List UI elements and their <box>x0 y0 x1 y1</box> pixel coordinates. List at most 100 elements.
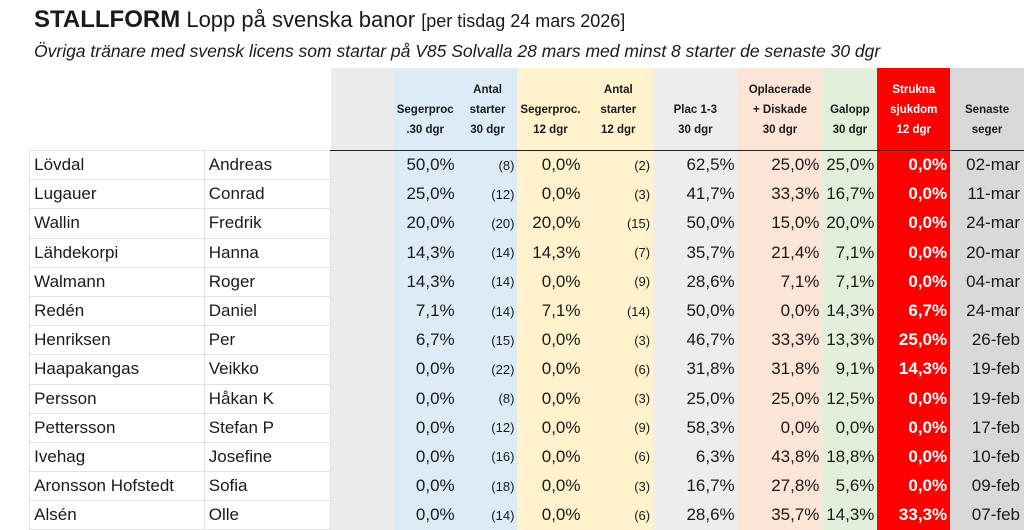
cell-win-pct-30: 14,3% <box>392 238 458 268</box>
trainer-firstname: Håkan K <box>203 383 332 414</box>
cell-win-pct-30: 20,0% <box>392 208 458 239</box>
cell-starts-30: (8) <box>457 384 518 414</box>
cell-scratched-12: 33,3% <box>877 500 951 530</box>
cell-placed-30: 62,5% <box>653 150 738 180</box>
cell-starts-12: (2) <box>583 150 654 180</box>
cell-scratched-12: 14,3% <box>877 354 951 384</box>
row-edge <box>0 267 31 297</box>
spacer-cell <box>330 325 393 355</box>
cell-win-pct-12: 0,0% <box>517 150 584 180</box>
header-label: 30 dgr <box>470 124 505 136</box>
table-row: Haapakangas Veikko 0,0% (22) 0,0% (6) 31,8% 31,… <box>0 354 1024 385</box>
cell-unplaced-30: 35,7% <box>737 500 823 530</box>
header-row: Segerproc .30 dgr Antal starter 30 dgr Seger… <box>0 68 1024 151</box>
cell-placed-30: 31,8% <box>653 354 738 384</box>
cell-starts-12: (9) <box>583 267 654 297</box>
cell-gallop-30: 5,6% <box>822 471 878 501</box>
spacer-cell <box>330 442 393 472</box>
header-label: Senaste <box>965 104 1010 116</box>
header-label: Oplacerade <box>748 84 812 96</box>
cell-win-pct-30: 0,0% <box>392 471 458 501</box>
spacer-cell <box>330 413 393 443</box>
header-label <box>825 80 874 100</box>
cell-win-pct-12: 0,0% <box>517 413 584 443</box>
cell-starts-30: (12) <box>457 179 518 209</box>
cell-win-pct-30: 7,1% <box>392 296 458 326</box>
cell-last-win: 04-mar <box>950 267 1024 297</box>
cell-last-win: 11-mar <box>950 179 1024 209</box>
trainer-firstname: Josefine <box>203 441 332 473</box>
trainer-surname: Wallin <box>29 208 205 239</box>
title-main: Lopp på svenska banor <box>186 7 416 32</box>
cell-scratched-12: 0,0% <box>877 150 951 180</box>
table-row: Ivehag Josefine 0,0% (16) 0,0% (6) 6,3% 43,8% 18… <box>0 441 1024 473</box>
header-spacer <box>330 68 393 151</box>
title-date: [per tisdag 24 mars 2026] <box>421 11 626 31</box>
cell-win-pct-12: 20,0% <box>517 208 584 239</box>
table-row: Persson Håkan K 0,0% (8) 0,0% (3) 25,0% 25,0% 12… <box>0 383 1024 414</box>
spacer-cell <box>330 150 393 180</box>
cell-unplaced-30: 33,3% <box>737 179 823 209</box>
brand-title: STALLFORM <box>34 6 181 33</box>
cell-win-pct-30: 50,0% <box>392 150 458 180</box>
trainer-surname: Lähdekorpi <box>29 237 205 268</box>
report-subtitle: Övriga tränare med svensk licens som sta… <box>34 41 881 61</box>
cell-placed-30: 28,6% <box>653 267 738 297</box>
cell-unplaced-30: 15,0% <box>737 208 823 239</box>
cell-starts-12: (3) <box>583 384 654 414</box>
header-gallop-30: Galopp 30 dgr <box>822 68 878 151</box>
cell-scratched-12: 0,0% <box>877 179 951 209</box>
trainer-surname: Haapakangas <box>29 354 205 385</box>
cell-last-win: 17-feb <box>950 413 1024 443</box>
header-label: .30 dgr <box>406 124 445 136</box>
row-edge <box>0 238 31 268</box>
cell-gallop-30: 7,1% <box>822 238 878 268</box>
table-row: Wallin Fredrik 20,0% (20) 20,0% (15) 50,0% 15,0… <box>0 208 1024 239</box>
table-row: Pettersson Stefan P 0,0% (12) 0,0% (9) 58,3% 0,… <box>0 412 1024 443</box>
header-last-win: Senaste seger <box>950 68 1024 151</box>
trainer-surname: Redén <box>29 295 205 327</box>
cell-unplaced-30: 25,0% <box>737 384 823 414</box>
header-starts-30: Antal starter 30 dgr <box>457 68 518 151</box>
cell-unplaced-30: 0,0% <box>737 296 823 326</box>
cell-last-win: 20-mar <box>950 238 1024 268</box>
cell-win-pct-12: 14,3% <box>517 238 584 268</box>
cell-scratched-12: 0,0% <box>877 267 951 297</box>
cell-gallop-30: 18,8% <box>822 442 878 472</box>
trainer-firstname: Per <box>203 325 332 356</box>
header-label: sjukdom <box>890 104 938 116</box>
cell-starts-12: (6) <box>583 442 654 472</box>
table-row: Aronsson Hofstedt Sofia 0,0% (18) 0,0% (3) 16,… <box>0 471 1024 502</box>
cell-last-win: 09-feb <box>950 471 1024 501</box>
cell-win-pct-30: 0,0% <box>392 413 458 443</box>
cell-starts-12: (3) <box>583 325 654 355</box>
cell-gallop-30: 0,0% <box>822 413 878 443</box>
cell-placed-30: 16,7% <box>653 471 738 501</box>
report-title: STALLFORM Lopp på svenska banor [per tis… <box>34 6 625 34</box>
cell-starts-12: (3) <box>583 471 654 501</box>
cell-starts-12: (6) <box>583 354 654 384</box>
trainer-surname: Lugauer <box>29 179 205 210</box>
cell-last-win: 10-feb <box>950 442 1024 472</box>
header-win-pct-12: Segerproc. 12 dgr <box>517 68 584 151</box>
row-edge <box>0 413 31 443</box>
cell-unplaced-30: 31,8% <box>737 354 823 384</box>
header-win-pct-30: Segerproc .30 dgr <box>392 68 458 151</box>
cell-starts-12: (3) <box>583 179 654 209</box>
cell-starts-30: (14) <box>457 238 518 268</box>
cell-gallop-30: 20,0% <box>822 208 878 239</box>
cell-starts-12: (14) <box>583 296 654 326</box>
cell-placed-30: 50,0% <box>653 296 738 326</box>
cell-starts-30: (22) <box>457 354 518 384</box>
table-row: Lähdekorpi Hanna 14,3% (14) 14,3% (7) 35,7% 21,… <box>0 237 1024 268</box>
cell-placed-30: 46,7% <box>653 325 738 355</box>
cell-starts-30: (14) <box>457 500 518 530</box>
cell-last-win: 07-feb <box>950 500 1024 530</box>
cell-win-pct-12: 0,0% <box>517 500 584 530</box>
spacer-cell <box>330 500 393 530</box>
cell-win-pct-30: 14,3% <box>392 267 458 297</box>
cell-gallop-30: 7,1% <box>822 267 878 297</box>
trainer-firstname: Olle <box>203 500 332 530</box>
cell-scratched-12: 25,0% <box>877 325 951 355</box>
header-label: Galopp <box>830 104 870 116</box>
